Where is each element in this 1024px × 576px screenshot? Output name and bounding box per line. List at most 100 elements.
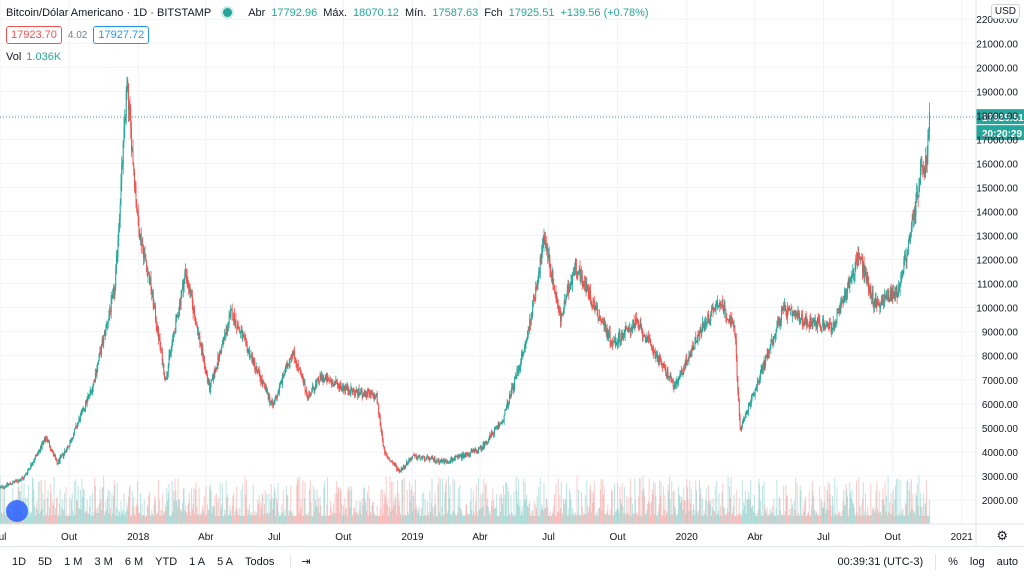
candle-body[interactable] [384,446,386,453]
candle-body[interactable] [796,314,798,320]
range-button[interactable]: 1 M [64,555,83,568]
candle-body[interactable] [566,290,568,296]
candle-body[interactable] [848,280,850,289]
candle-body[interactable] [72,438,74,439]
candle-body[interactable] [353,389,355,391]
candle-body[interactable] [150,278,152,292]
candle-body[interactable] [230,310,232,314]
candle-body[interactable] [424,459,426,461]
candle-body[interactable] [474,449,476,452]
candle-body[interactable] [157,327,159,331]
candle-body[interactable] [874,298,876,307]
candle-body[interactable] [374,394,376,398]
candle-body[interactable] [824,325,826,329]
candle-body[interactable] [164,377,166,379]
candle-body[interactable] [90,390,92,391]
candle-body[interactable] [85,400,87,404]
candle-body[interactable] [380,424,382,429]
candle-body[interactable] [629,330,631,333]
candle-body[interactable] [646,335,648,342]
candle-body[interactable] [74,427,76,430]
candle-body[interactable] [552,270,554,285]
candle-body[interactable] [539,256,541,275]
candle-body[interactable] [784,304,786,310]
candle-body[interactable] [708,313,710,322]
candle-body[interactable] [804,315,806,323]
candle-body[interactable] [315,384,317,390]
candle-body[interactable] [35,454,37,457]
candle-body[interactable] [538,271,540,275]
candle-body[interactable] [390,460,392,462]
candle-body[interactable] [6,483,8,487]
candle-body[interactable] [670,375,672,382]
candle-body[interactable] [366,393,368,398]
candle-body[interactable] [462,453,464,456]
candle-body[interactable] [363,396,365,397]
candle-body[interactable] [415,455,417,459]
candle-body[interactable] [393,464,395,466]
candle-body[interactable] [860,257,862,260]
candle-body[interactable] [753,394,755,397]
candle-body[interactable] [644,334,646,337]
candle-body[interactable] [790,308,792,310]
candle-body[interactable] [762,366,764,370]
candle-body[interactable] [563,308,565,314]
candle-body[interactable] [686,360,688,362]
candle-body[interactable] [339,384,341,390]
candle-body[interactable] [538,271,540,280]
candle-body[interactable] [780,321,782,325]
candle-body[interactable] [253,357,255,362]
candle-body[interactable] [227,327,229,332]
candle-body[interactable] [25,473,27,476]
candle-body[interactable] [813,320,815,322]
candle-body[interactable] [130,127,132,151]
candle-body[interactable] [191,292,193,296]
candle-body[interactable] [726,317,728,320]
candle-body[interactable] [466,452,468,455]
candle-body[interactable] [283,374,285,378]
candle-body[interactable] [368,392,370,396]
candle-body[interactable] [697,334,699,341]
candle-body[interactable] [735,339,737,357]
candle-body[interactable] [503,415,505,422]
candle-body[interactable] [140,233,142,241]
candle-body[interactable] [865,269,867,274]
candle-body[interactable] [908,236,910,241]
candle-body[interactable] [248,349,250,358]
candle-body[interactable] [862,262,864,273]
candle-body[interactable] [366,391,368,398]
candle-body[interactable] [519,367,521,369]
candle-body[interactable] [649,338,651,342]
candle-body[interactable] [309,392,311,396]
candle-body[interactable] [593,300,595,307]
candle-body[interactable] [100,351,102,355]
candle-body[interactable] [276,394,278,399]
candle-body[interactable] [825,323,827,327]
candle-body[interactable] [378,404,380,415]
candle-body[interactable] [132,149,134,165]
candle-body[interactable] [596,305,598,310]
candle-body[interactable] [137,210,139,226]
candle-body[interactable] [577,273,579,275]
candle-body[interactable] [189,286,191,297]
candle-body[interactable] [251,356,253,364]
candle-body[interactable] [318,381,320,383]
candle-body[interactable] [487,439,489,443]
candle-body[interactable] [867,277,869,279]
candle-body[interactable] [734,325,736,335]
candle-body[interactable] [850,278,852,281]
candle-body[interactable] [434,457,436,462]
candle-body[interactable] [547,249,549,259]
candle-body[interactable] [558,308,560,310]
candle-body[interactable] [108,314,110,320]
candle-body[interactable] [667,370,669,378]
candle-body[interactable] [595,307,597,310]
candle-body[interactable] [828,324,830,329]
candle-body[interactable] [800,317,802,321]
candle-body[interactable] [25,473,27,475]
candle-body[interactable] [12,481,14,484]
candle-body[interactable] [683,367,685,370]
candle-body[interactable] [88,394,90,396]
candle-body[interactable] [838,308,840,314]
